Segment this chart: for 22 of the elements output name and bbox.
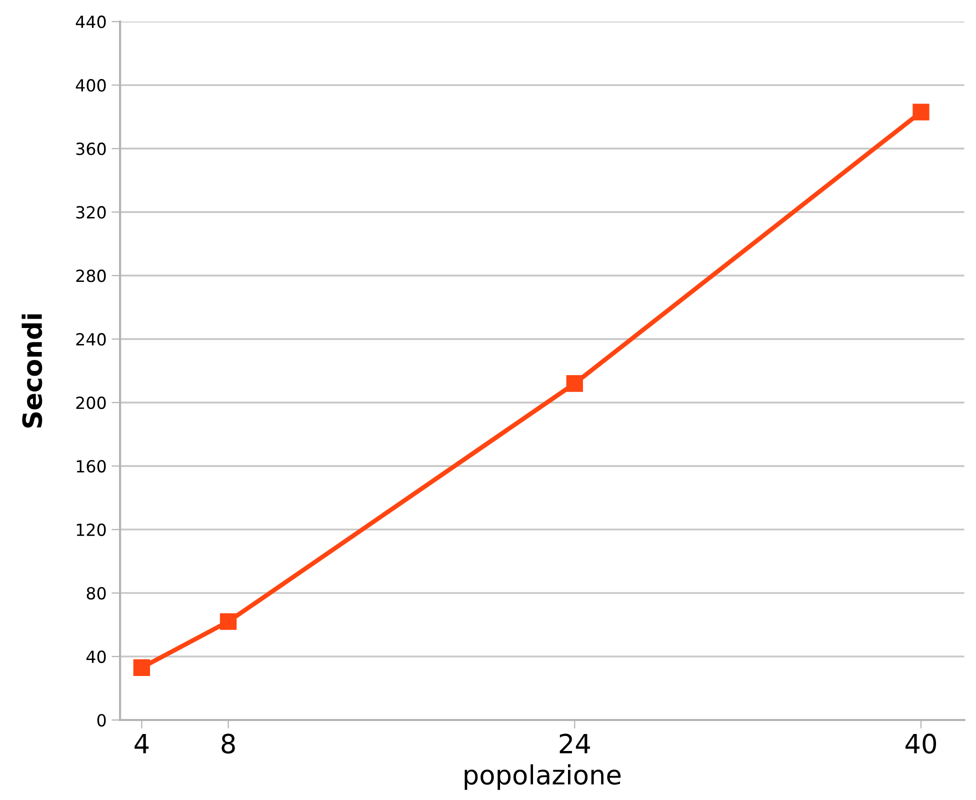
y-tick-label: 160 bbox=[76, 460, 106, 473]
x-tick-label: 4 bbox=[134, 734, 149, 754]
y-tick-label: 0 bbox=[97, 714, 106, 727]
x-tick-label: 8 bbox=[222, 734, 235, 754]
y-tick-label: 200 bbox=[76, 396, 106, 410]
y-tick-label: 280 bbox=[76, 270, 106, 282]
y-tick-label: 240 bbox=[76, 333, 106, 346]
y-tick-label: 120 bbox=[76, 523, 106, 536]
x-tick-label: 40 bbox=[905, 734, 936, 754]
y-axis-title: Secondi bbox=[22, 314, 42, 428]
y-tick-label: 320 bbox=[76, 206, 106, 219]
point bbox=[220, 613, 237, 630]
y-tick-label: 40 bbox=[86, 650, 106, 664]
y-tick-label: 400 bbox=[76, 79, 106, 92]
x-axis-title: popolazione bbox=[464, 764, 621, 790]
x-tick-label: 24 bbox=[560, 734, 590, 754]
point bbox=[912, 104, 930, 120]
point bbox=[133, 659, 150, 676]
y-tick-label: 360 bbox=[76, 142, 106, 156]
y-tick-label: 80 bbox=[86, 586, 106, 600]
point bbox=[566, 375, 583, 392]
y-tick-label: 440 bbox=[76, 16, 106, 28]
